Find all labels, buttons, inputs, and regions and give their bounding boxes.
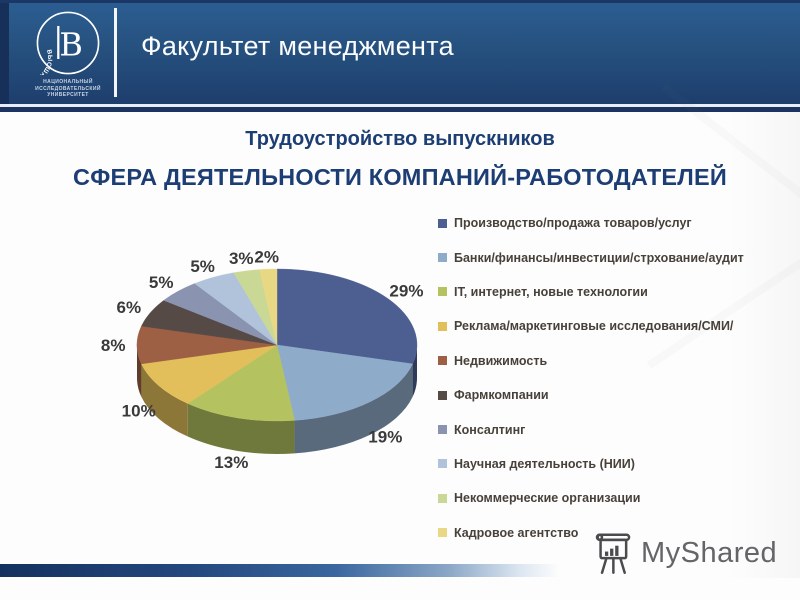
header-separator: [114, 8, 117, 97]
pie-slice-side: [137, 345, 142, 397]
legend-swatch: [438, 459, 447, 469]
pie-value-label: 8%: [101, 336, 126, 355]
chart-legend: Производство/продажа товаров/услуг Банки…: [438, 206, 783, 550]
legend-item: Банки/финансы/инвестиции/стрхование/ауди…: [438, 240, 783, 274]
logo-glyph: В: [59, 25, 83, 63]
header-title: Факультет менеджмента: [141, 31, 454, 61]
pie-slice: [141, 344, 278, 404]
pie-value-label: 13%: [214, 453, 248, 472]
legend-label: Консалтинг: [454, 422, 526, 437]
easel-chart-icon: [595, 533, 631, 574]
legend-label: IT, интернет, новые технологии: [454, 284, 648, 299]
header-divider-light: [0, 104, 800, 107]
legend-label: Некоммерческие организации: [454, 491, 641, 506]
legend-label: Банки/финансы/инвестиции/стрхование/ауди…: [454, 250, 744, 265]
pie-value-label: 5%: [190, 257, 215, 276]
pie-value-label: 10%: [122, 401, 156, 420]
legend-item: IT, интернет, новые технологии: [438, 275, 783, 309]
pie-slice: [276, 268, 418, 365]
pie-slice: [187, 344, 295, 422]
legend-swatch: [438, 528, 447, 538]
pie-slice: [276, 344, 413, 421]
legend-item: Производство/продажа товаров/услуг: [438, 206, 783, 240]
legend-label: Производство/продажа товаров/услуг: [454, 216, 692, 231]
pie-slice-side: [141, 363, 188, 437]
legend-swatch: [438, 253, 447, 263]
background-watermark: [728, 112, 800, 578]
legend-item: Реклама/маркетинговые исследования/СМИ/: [438, 309, 783, 343]
legend-item: Некоммерческие организации: [438, 481, 783, 515]
logo-subtitle-line2: УНИВЕРСИТЕТ: [47, 92, 89, 98]
myshared-logo[interactable]: MyShared: [594, 530, 777, 576]
legend-label: Кадровое агентство: [454, 525, 579, 540]
legend-swatch: [438, 287, 447, 297]
pie-value-label: 19%: [368, 427, 402, 446]
slide-subtitle: Трудоустройство выпускников: [245, 128, 555, 150]
legend-swatch: [438, 493, 447, 503]
pie-slice-side: [187, 403, 295, 454]
legend-label: Недвижимость: [454, 353, 548, 368]
legend-item: Недвижимость: [438, 344, 783, 378]
hse-logo: ВЫСШАЯ · ШКОЛА · ЭКОНОМИКИ · В: [0, 11, 100, 85]
header-divider-navy: [0, 107, 800, 112]
myshared-wordmark: MyShared: [641, 536, 778, 569]
pie-value-label: 3%: [229, 249, 254, 268]
logo-subtitle-line1: НАЦИОНАЛЬНЫЙ ИССЛЕДОВАТЕЛЬСКИЙ: [35, 79, 101, 92]
slide-title: СФЕРА ДЕЯТЕЛЬНОСТИ КОМПАНИЙ-РАБОТОДАТЕЛЕ…: [73, 164, 727, 190]
pie-value-label: 29%: [389, 282, 423, 301]
legend-swatch: [438, 218, 447, 228]
legend-swatch: [438, 425, 447, 435]
legend-swatch: [438, 390, 447, 400]
legend-item: Консалтинг: [438, 412, 783, 446]
legend-item: Кадровое агентство: [438, 516, 783, 550]
pie-value-label: 6%: [117, 298, 142, 317]
footer-gradient-bar: [0, 564, 560, 577]
pie-slice: [259, 268, 278, 346]
legend-label: Научная деятельность (НИИ): [454, 456, 635, 471]
legend-item: Научная деятельность (НИИ): [438, 447, 783, 481]
legend-swatch: [438, 321, 447, 331]
slide-header: ВЫСШАЯ · ШКОЛА · ЭКОНОМИКИ · В НАЦИОНАЛЬ…: [0, 0, 800, 104]
pie-value-label: 2%: [254, 247, 279, 266]
legend-label: Реклама/маркетинговые исследования/СМИ/: [454, 319, 734, 334]
logo-university-label: НАЦИОНАЛЬНЫЙ ИССЛЕДОВАТЕЛЬСКИЙ УНИВЕРСИТ…: [10, 79, 126, 99]
hse-logo-icon: ВЫСШАЯ · ШКОЛА · ЭКОНОМИКИ · В: [0, 11, 100, 85]
pie-slice-side: [412, 345, 417, 397]
legend-label: Фармкомпании: [454, 388, 549, 403]
legend-swatch: [438, 356, 447, 366]
pie-chart-canvas: 29% 19% 13% 10% 8% 6% 5% 5% 3% 2%: [101, 247, 424, 472]
legend-item: Фармкомпании: [438, 378, 783, 412]
pie-chart: 29% 19% 13% 10% 8% 6% 5% 5% 3% 2%: [80, 230, 440, 530]
pie-value-label: 5%: [149, 273, 174, 292]
